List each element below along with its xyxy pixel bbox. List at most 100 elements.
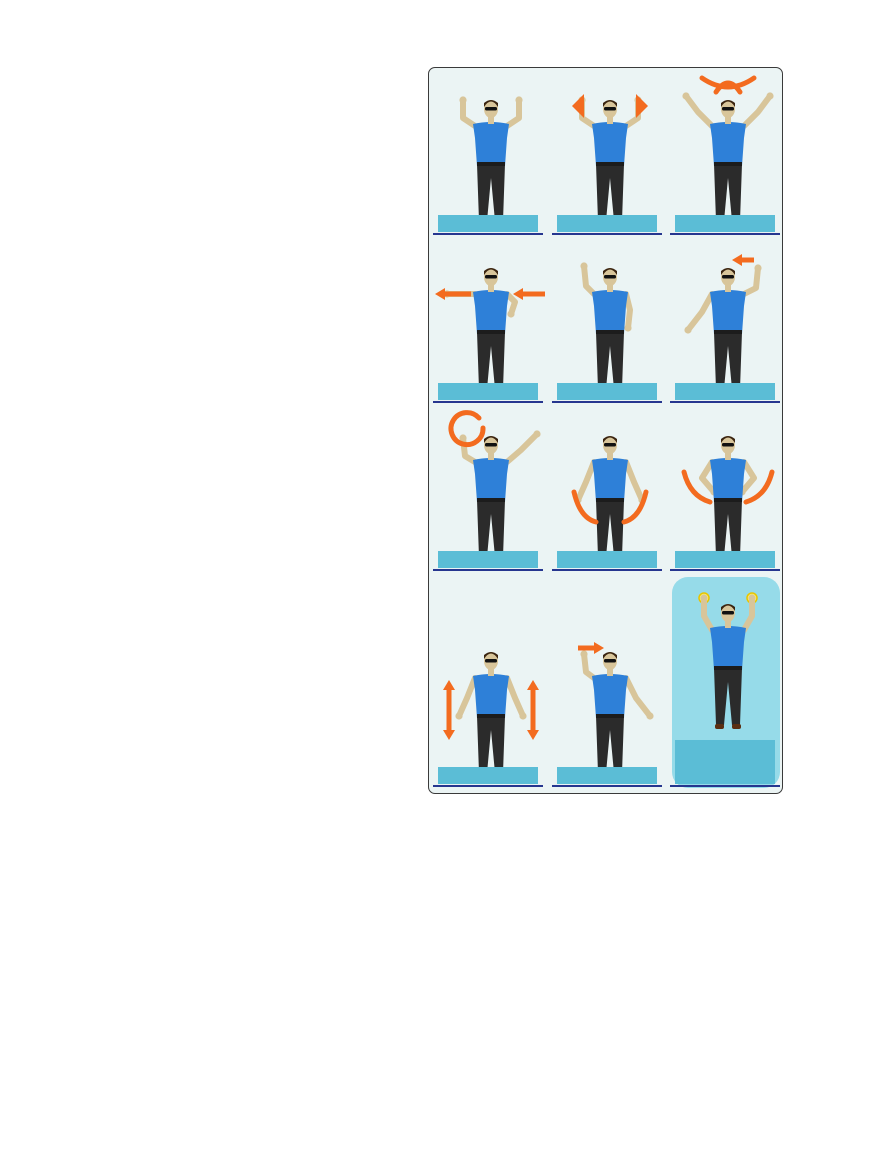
signal-4-hair bbox=[484, 268, 498, 275]
signal-12-arm bbox=[741, 595, 755, 633]
signal-9-belt bbox=[714, 498, 742, 502]
signal-6-separator bbox=[670, 401, 780, 403]
signal-7-pants bbox=[477, 500, 505, 557]
signal-4-neck bbox=[488, 284, 494, 292]
signal-4-figure bbox=[443, 268, 518, 393]
signal-7-label-box bbox=[438, 551, 538, 568]
signal-8-arm bbox=[575, 459, 597, 503]
signal-10-figure bbox=[455, 652, 527, 777]
signal-3-sunglasses bbox=[722, 107, 734, 111]
signal-11-separator bbox=[552, 785, 662, 787]
signal-7-hair bbox=[484, 436, 498, 443]
signal-5-separator bbox=[552, 401, 662, 403]
signal-12-label-box bbox=[675, 740, 775, 784]
signal-2-label-box bbox=[557, 215, 657, 232]
signal-7-neck bbox=[488, 452, 494, 460]
signal-12-arm bbox=[701, 595, 715, 633]
signal-9-sunglasses bbox=[722, 443, 734, 447]
signal-2-wand-cone bbox=[636, 94, 648, 118]
signal-6-belt bbox=[714, 330, 742, 334]
signal-12-illustration bbox=[672, 577, 780, 788]
signal-7-shirt bbox=[473, 458, 509, 502]
signal-11-arm bbox=[623, 675, 653, 719]
signal-10-separator bbox=[433, 785, 543, 787]
signal-9-separator bbox=[670, 569, 780, 571]
signal-5-shirt bbox=[592, 290, 628, 334]
signal-10-cell bbox=[433, 575, 549, 788]
signal-4-arm bbox=[504, 291, 518, 317]
signal-6-shirt bbox=[710, 290, 746, 334]
signal-12-pants bbox=[714, 668, 742, 725]
signal-3-hair bbox=[721, 100, 735, 107]
signal-5-arm bbox=[623, 291, 633, 331]
signal-9-pants bbox=[714, 500, 742, 557]
signal-8-belt bbox=[596, 498, 624, 502]
signal-8-arm bbox=[623, 459, 645, 503]
signal-11-pants bbox=[596, 716, 624, 773]
signal-11-cell bbox=[552, 575, 668, 788]
signal-11-sunglasses bbox=[604, 659, 616, 663]
signal-1-label-box bbox=[438, 215, 538, 232]
signal-1-hair bbox=[484, 100, 498, 107]
signal-10-hand bbox=[519, 712, 527, 720]
signal-10-hand bbox=[455, 712, 463, 720]
signal-11-arrow bbox=[578, 642, 604, 654]
signal-2-belt bbox=[596, 162, 624, 166]
signal-2-illustration bbox=[572, 94, 648, 225]
signal-11-hand bbox=[580, 650, 588, 658]
signal-10-arm bbox=[504, 675, 526, 719]
signal-8-shirt bbox=[592, 458, 628, 502]
signal-10-updown-arrow bbox=[443, 680, 455, 740]
signal-12-shoe bbox=[732, 724, 741, 729]
signal-1-figure bbox=[459, 96, 523, 225]
signal-9-swing-arrow bbox=[743, 469, 775, 505]
signal-11-illustration bbox=[578, 642, 654, 777]
signal-5-cell bbox=[552, 240, 668, 404]
signal-1-sunglasses bbox=[485, 107, 497, 111]
signal-1-arm bbox=[460, 97, 478, 129]
signal-2-cell bbox=[552, 73, 668, 236]
signal-4-pants bbox=[477, 332, 505, 389]
signal-2-pants bbox=[596, 164, 624, 221]
signal-9-shirt bbox=[710, 458, 746, 502]
signal-12-separator bbox=[670, 785, 780, 787]
signal-8-sunglasses bbox=[604, 443, 616, 447]
signal-2-sunglasses bbox=[604, 107, 616, 111]
signal-3-belt bbox=[714, 162, 742, 166]
signal-8-cell bbox=[552, 408, 668, 572]
signal-6-sunglasses bbox=[722, 275, 734, 279]
signal-12-cell bbox=[670, 575, 786, 788]
signal-2-wand-cone bbox=[572, 94, 584, 118]
signal-6-arm bbox=[741, 265, 761, 297]
signal-12-figure bbox=[700, 594, 756, 729]
signal-4-belt bbox=[477, 330, 505, 334]
signal-9-swing-arrow bbox=[681, 469, 713, 505]
signal-1-illustration bbox=[459, 96, 523, 225]
signal-6-cell bbox=[670, 240, 786, 404]
signal-5-belt bbox=[596, 330, 624, 334]
signal-7-swing-arrow bbox=[448, 410, 486, 448]
signal-11-figure bbox=[580, 650, 654, 777]
signal-1-hand bbox=[515, 96, 523, 104]
signal-8-swing-arrow bbox=[621, 489, 649, 525]
signal-6-hand bbox=[684, 326, 692, 334]
signal-5-sunglasses bbox=[604, 275, 616, 279]
signal-3-cell bbox=[670, 73, 786, 236]
signal-6-neck bbox=[725, 284, 731, 292]
signal-8-pants bbox=[596, 500, 624, 557]
signal-4-shirt bbox=[473, 290, 509, 334]
signal-10-label-box bbox=[438, 767, 538, 784]
signal-1-shirt bbox=[473, 122, 509, 166]
signal-7-hand bbox=[533, 430, 541, 438]
signal-10-illustration bbox=[443, 652, 539, 777]
signal-7-illustration bbox=[448, 410, 541, 561]
signal-3-separator bbox=[670, 233, 780, 235]
signal-1-cell bbox=[433, 73, 549, 236]
signal-2-shirt bbox=[592, 122, 628, 166]
signal-3-arm bbox=[741, 93, 773, 129]
signal-9-arm bbox=[699, 459, 717, 495]
signal-6-figure bbox=[684, 264, 762, 393]
signal-5-arm bbox=[581, 263, 597, 297]
signal-10-neck bbox=[488, 668, 494, 676]
signal-5-illustration bbox=[580, 262, 633, 393]
